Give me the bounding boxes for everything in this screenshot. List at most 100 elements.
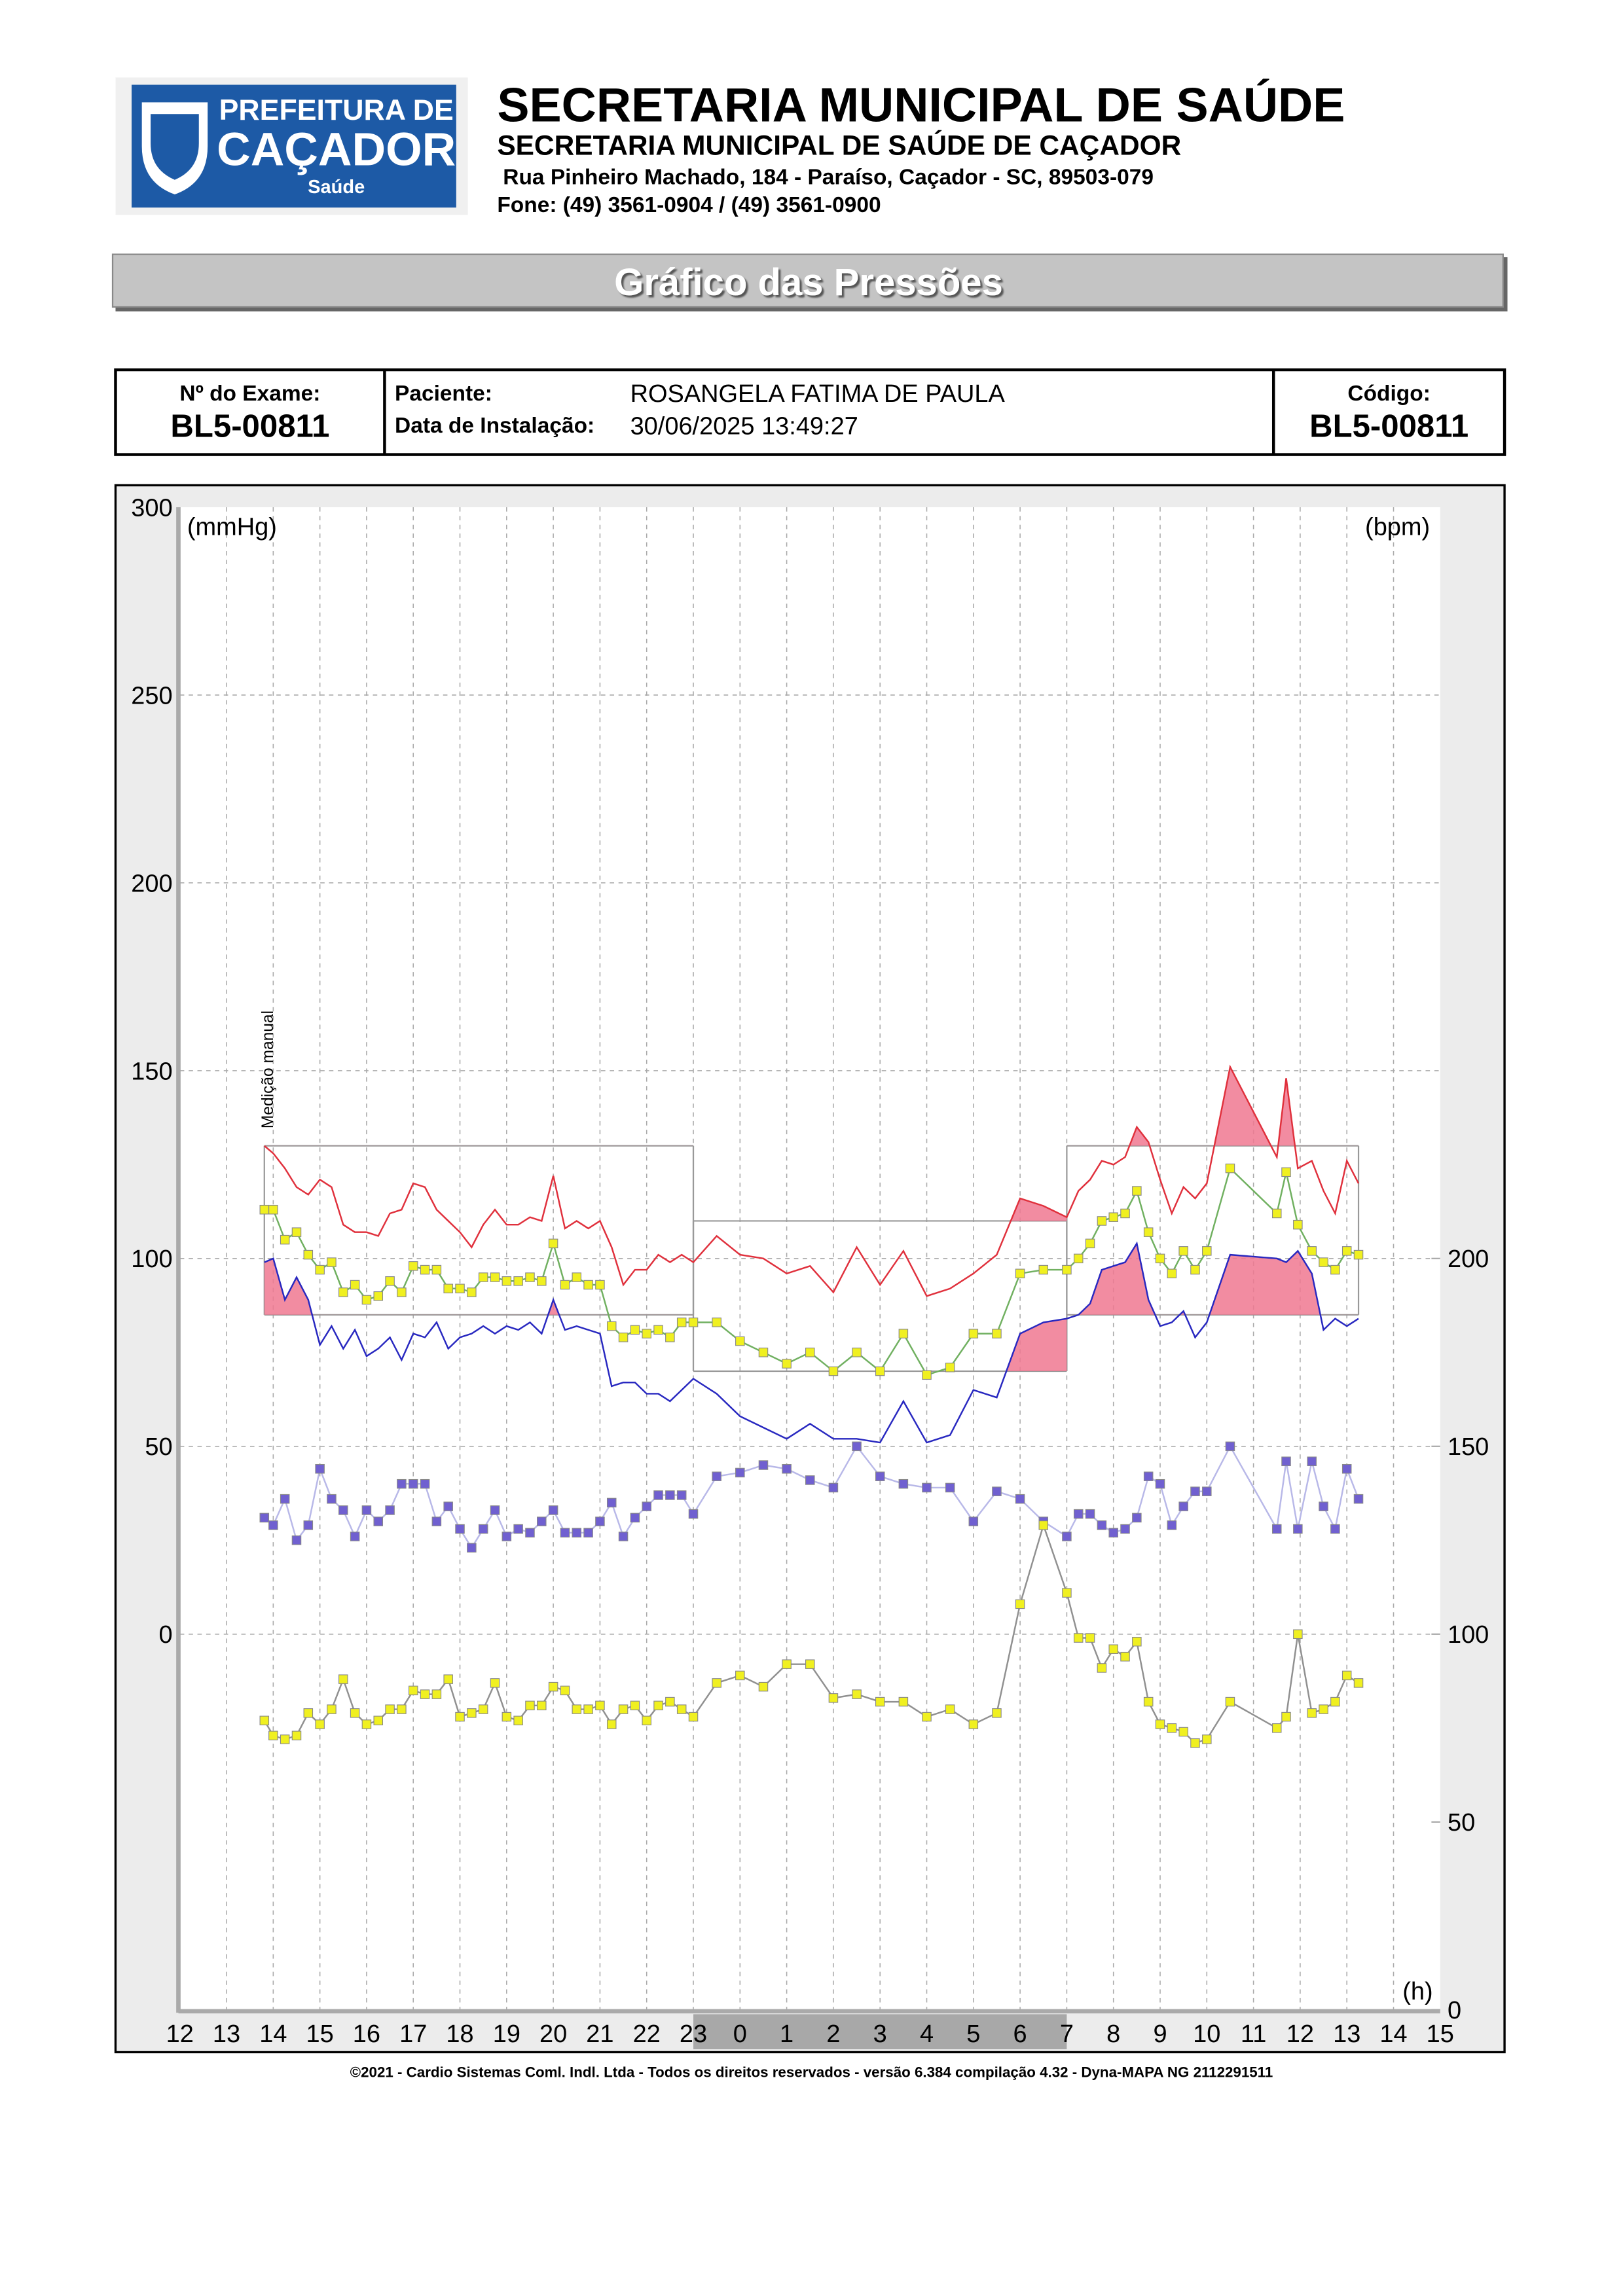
date: 30/06/2025 13:49:27 xyxy=(630,412,858,440)
x-tick-label: 5 xyxy=(966,2020,980,2048)
marker xyxy=(735,1670,745,1681)
marker xyxy=(1225,1163,1235,1174)
marker xyxy=(443,1674,453,1684)
marker xyxy=(548,1505,558,1515)
marker xyxy=(1015,1268,1025,1279)
marker xyxy=(642,1501,651,1511)
marker xyxy=(408,1261,418,1271)
exceed-fill xyxy=(693,1318,1067,1372)
marker xyxy=(852,1689,862,1699)
marker xyxy=(595,1516,605,1526)
marker xyxy=(1178,1727,1188,1737)
section-title: Gráfico das Pressões xyxy=(614,261,1003,304)
y-tick-label: 150 xyxy=(131,1058,172,1085)
marker xyxy=(1307,1456,1317,1467)
marker xyxy=(455,1524,465,1534)
phone: Fone: (49) 3561-0904 / (49) 3561-0900 xyxy=(497,193,881,217)
marker xyxy=(1015,1599,1025,1609)
x-tick-label: 12 xyxy=(166,2020,194,2048)
marker xyxy=(1155,1719,1165,1729)
series-line xyxy=(264,1241,1359,1444)
marker xyxy=(338,1674,348,1684)
code-label: Código: xyxy=(1347,382,1430,406)
marker xyxy=(712,1471,721,1481)
marker xyxy=(291,1731,302,1741)
marker xyxy=(327,1704,337,1714)
marker xyxy=(327,1494,337,1504)
marker xyxy=(537,1276,547,1286)
marker xyxy=(1271,1723,1282,1733)
marker xyxy=(513,1715,523,1726)
y2-axis-label: (bpm) xyxy=(1365,513,1430,541)
title: SECRETARIA MUNICIPAL DE SAÚDE xyxy=(497,77,1345,132)
marker xyxy=(595,1700,605,1711)
marker xyxy=(361,1719,372,1729)
marker xyxy=(268,1731,278,1741)
marker xyxy=(1225,1696,1235,1707)
marker xyxy=(280,1734,290,1744)
marker xyxy=(618,1532,629,1541)
marker xyxy=(1167,1723,1177,1733)
marker xyxy=(712,1318,721,1327)
marker xyxy=(665,1490,675,1500)
marker xyxy=(898,1479,909,1489)
marker xyxy=(1190,1486,1200,1496)
x-tick-label: 20 xyxy=(539,2020,567,2048)
marker xyxy=(1293,1524,1303,1534)
marker xyxy=(467,1543,477,1553)
y2-tick-label: 100 xyxy=(1448,1621,1489,1649)
x-tick-label: 9 xyxy=(1153,2020,1167,2048)
address: Rua Pinheiro Machado, 184 - Paraíso, Caç… xyxy=(503,165,1154,189)
x-tick-label: 4 xyxy=(920,2020,934,2048)
marker xyxy=(478,1704,488,1714)
marker xyxy=(618,1704,629,1714)
marker xyxy=(642,1329,651,1338)
marker xyxy=(1073,1633,1084,1643)
marker xyxy=(1120,1208,1130,1219)
marker xyxy=(583,1280,593,1290)
marker xyxy=(1330,1265,1340,1275)
marker xyxy=(1085,1509,1095,1519)
x-tick-label: 17 xyxy=(399,2020,427,2048)
marker xyxy=(1293,1629,1303,1640)
marker xyxy=(1155,1253,1165,1264)
marker xyxy=(653,1490,663,1500)
marker xyxy=(350,1280,360,1290)
marker xyxy=(852,1348,862,1357)
sleep-band xyxy=(693,2014,1067,2050)
marker xyxy=(735,1336,745,1346)
marker xyxy=(583,1704,593,1714)
exceed-fill xyxy=(693,1198,1067,1221)
y-tick-label: 250 xyxy=(131,682,172,709)
x-tick-label: 18 xyxy=(446,2020,473,2048)
marker xyxy=(385,1704,395,1714)
marker xyxy=(630,1700,640,1711)
marker xyxy=(1155,1479,1165,1489)
marker xyxy=(443,1501,453,1511)
marker xyxy=(1319,1257,1328,1267)
marker xyxy=(875,1696,885,1707)
marker xyxy=(1353,1249,1364,1260)
x-tick-label: 1 xyxy=(780,2020,793,2048)
x-tick-label: 2 xyxy=(826,2020,840,2048)
marker xyxy=(1353,1494,1364,1504)
marker xyxy=(420,1265,430,1275)
marker xyxy=(420,1689,430,1699)
chart: 12 13 14 15 16 17 18 19 20 21 22 23 0 1 2 3 4 5 6 7 8 9 10 11 12… xyxy=(131,494,1489,2050)
marker xyxy=(572,1704,582,1714)
marker xyxy=(1120,1524,1130,1534)
marker xyxy=(1073,1253,1084,1264)
marker xyxy=(1097,1663,1107,1673)
marker xyxy=(1038,1265,1049,1275)
marker xyxy=(945,1482,955,1493)
marker xyxy=(1225,1441,1235,1452)
marker xyxy=(397,1704,407,1714)
marker xyxy=(1319,1501,1328,1511)
marker xyxy=(1085,1633,1095,1643)
marker xyxy=(1307,1708,1317,1718)
marker xyxy=(1073,1509,1084,1519)
x-tick-label: 13 xyxy=(213,2020,240,2048)
marker xyxy=(420,1479,430,1489)
marker xyxy=(560,1280,570,1290)
x-tick-label: 16 xyxy=(353,2020,380,2048)
